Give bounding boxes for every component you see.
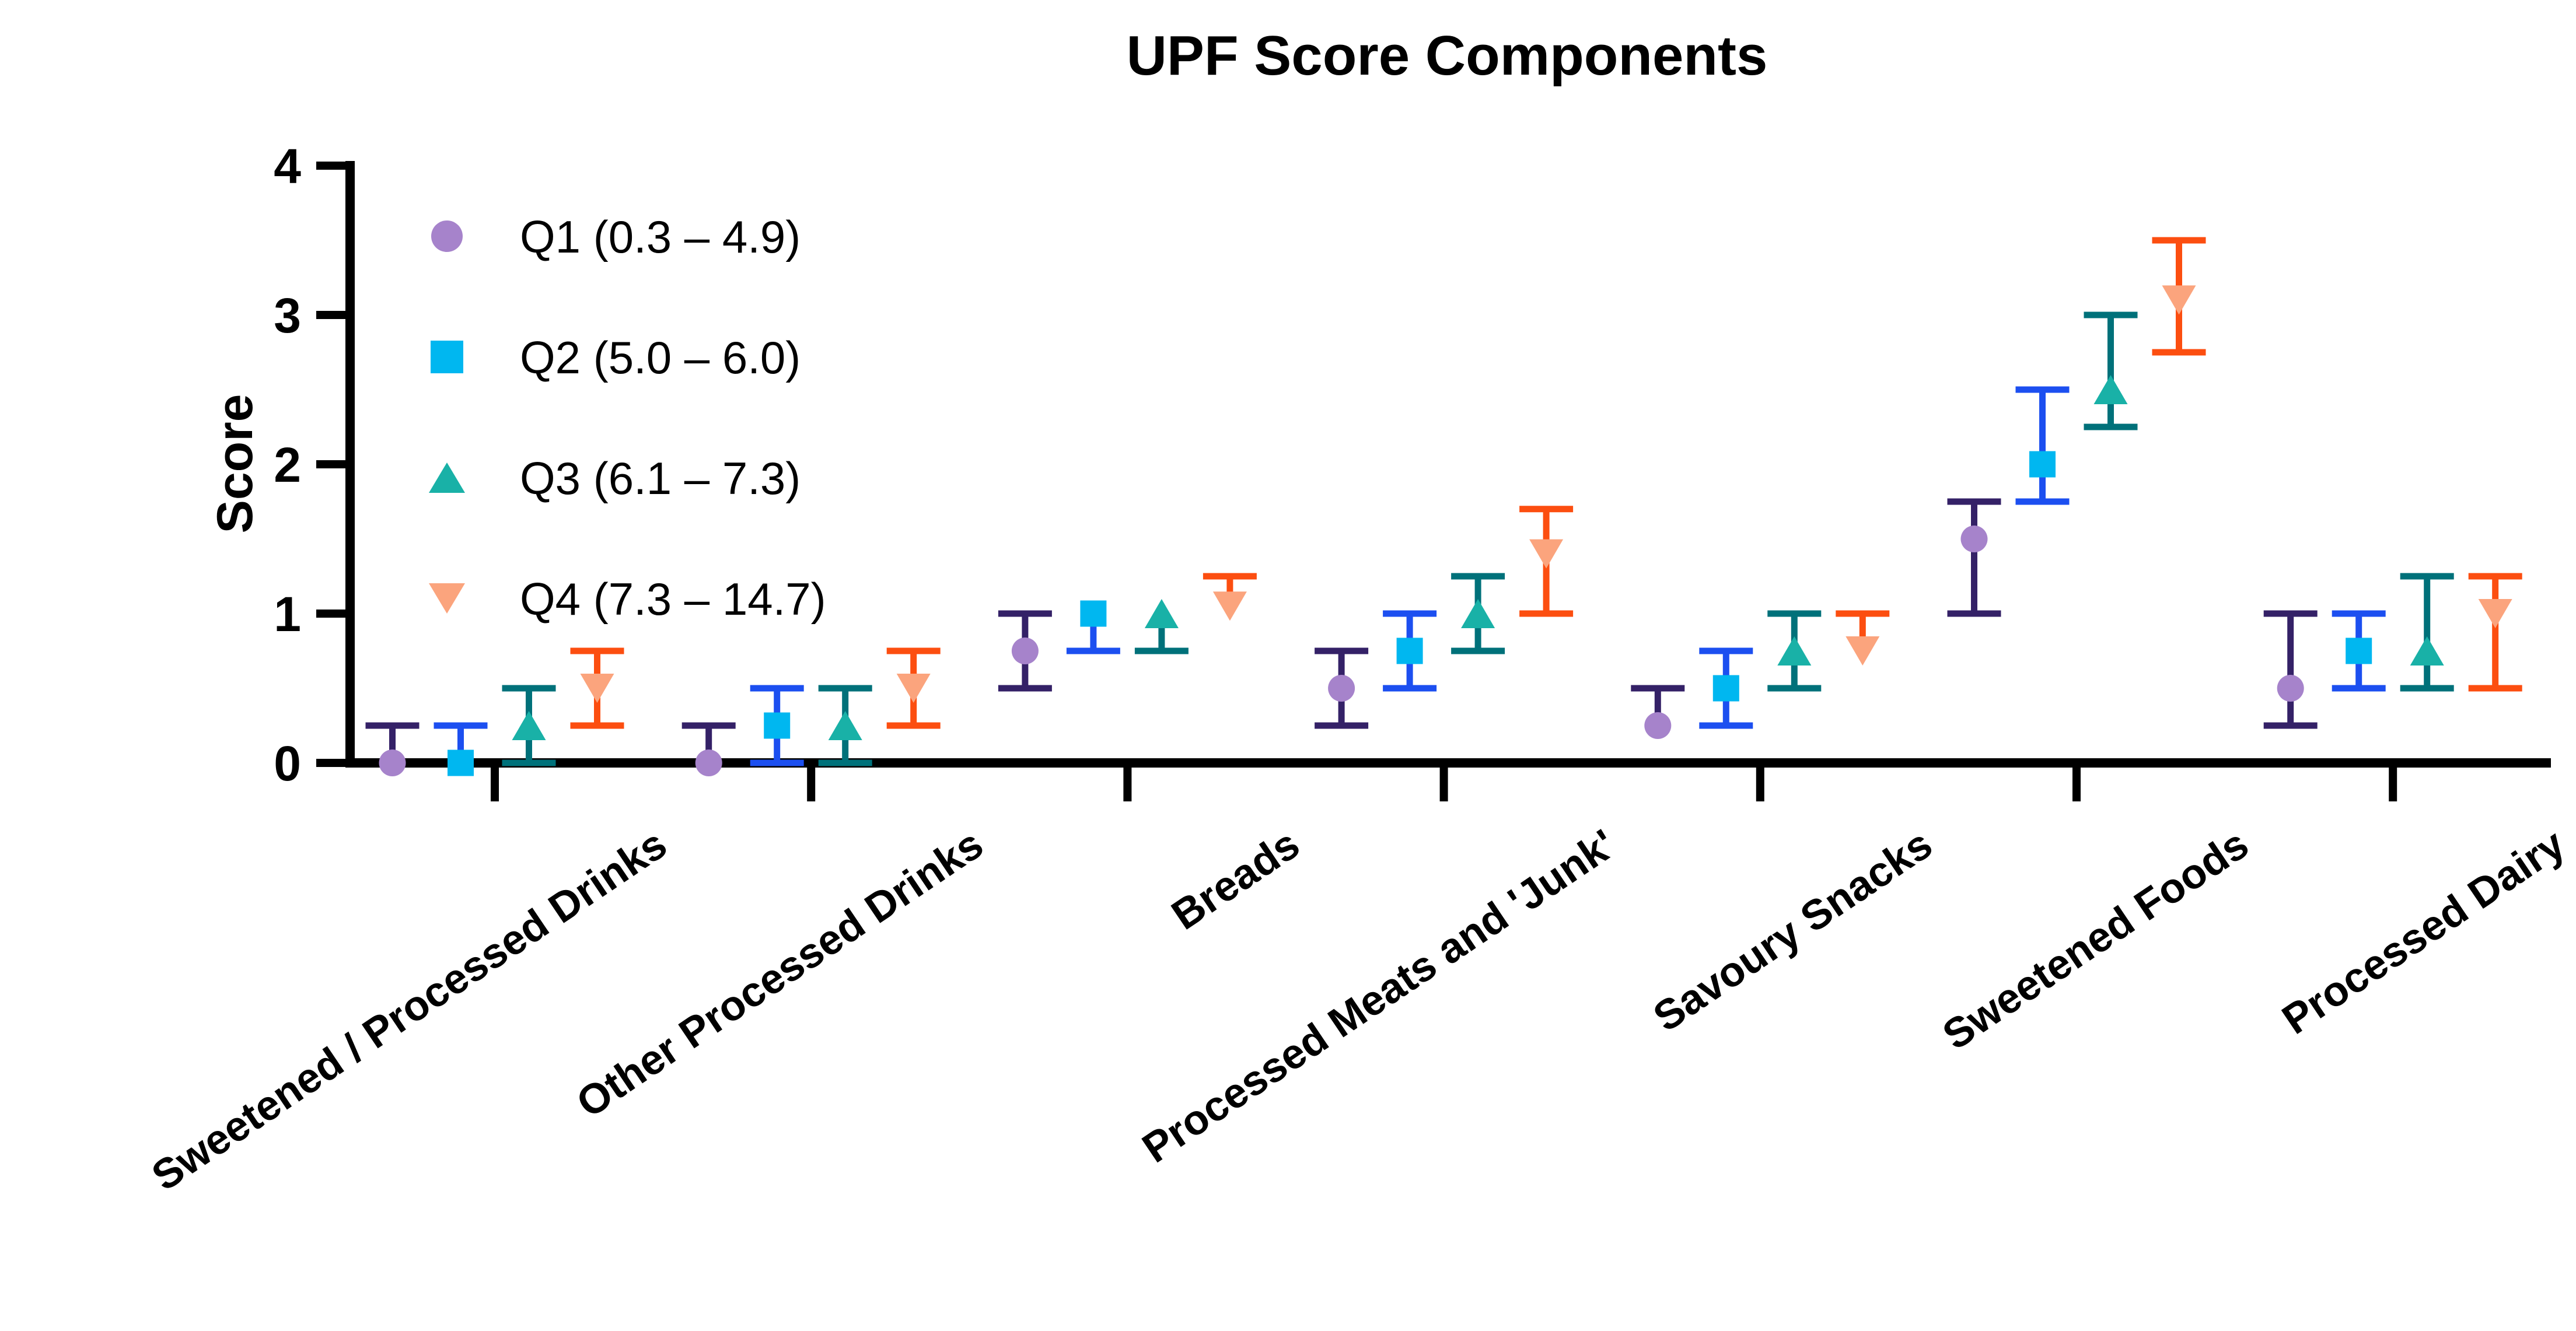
y-tick-label: 4 [274,139,301,194]
point-group-q2-cat1 [750,685,804,766]
y-tick-label: 1 [274,587,301,642]
legend-item-q3: Q3 (6.1 – 7.3) [429,453,801,504]
x-tick-label: Sweetened / Processed Drinks [144,821,675,1200]
legend-item-q2: Q2 (5.0 – 6.0) [431,332,801,383]
marker-q3 [828,711,862,740]
marker-q2 [1712,675,1739,702]
point-group-q1-cat0 [365,722,420,776]
legend-triangle-up-icon [429,463,465,493]
point-group-q2-cat6 [2332,610,2386,692]
legend: Q1 (0.3 – 4.9) Q2 (5.0 – 6.0) Q3 (6.1 – 7.… [429,211,826,625]
legend-label-q4: Q4 (7.3 – 14.7) [520,573,826,625]
marker-q3 [1777,636,1812,666]
marker-q1 [2277,675,2304,702]
point-group-q3-cat6 [2400,573,2454,692]
point-group-q1-cat5 [1947,498,2001,617]
y-axis-label: Score [207,394,263,533]
y-tick-label: 0 [274,736,301,791]
marker-q1 [1960,526,1988,552]
legend-label-q2: Q2 (5.0 – 6.0) [520,332,801,383]
x-tick-label: Savoury Snacks [1645,821,1941,1041]
marker-q1 [695,749,722,776]
point-group-q2-cat5 [2015,386,2070,505]
plot-area [365,237,2522,776]
point-group-q2-cat4 [1699,647,1753,729]
legend-label-q1: Q1 (0.3 – 4.9) [520,211,801,262]
point-group-q3-cat0 [502,685,556,766]
point-group-q3-cat4 [1767,610,1822,692]
x-tick-label: Processed Dairy [2274,821,2574,1043]
marker-q4 [580,674,614,703]
legend-item-q4: Q4 (7.3 – 14.7) [429,573,826,625]
point-group-q2-cat0 [434,722,488,776]
legend-square-icon [431,341,463,373]
chart-title: UPF Score Components [1127,24,1768,87]
legend-label-q3: Q3 (6.1 – 7.3) [520,453,801,504]
marker-q1 [379,749,406,776]
marker-q2 [764,712,791,739]
marker-q2 [2029,451,2056,478]
marker-q4 [896,674,931,703]
marker-q1 [1011,638,1039,664]
point-group-q4-cat4 [1836,610,1890,666]
marker-q3 [2093,375,2128,404]
legend-circle-icon [431,220,463,252]
point-group-q1-cat3 [1315,647,1369,729]
point-group-q3-cat1 [818,685,872,766]
point-group-q4-cat3 [1519,506,1574,617]
point-group-q4-cat0 [570,647,624,729]
marker-q3 [1144,599,1179,628]
marker-q4 [1846,636,1880,666]
marker-q3 [2410,636,2444,666]
marker-q3 [512,711,546,740]
marker-q4 [2478,599,2512,628]
point-group-q4-cat5 [2152,237,2206,356]
point-group-q3-cat3 [1451,573,1505,654]
point-group-q1-cat1 [681,722,736,776]
marker-q2 [1080,600,1107,627]
point-group-q2-cat2 [1066,600,1120,654]
point-group-q4-cat2 [1203,573,1257,621]
y-tick-label: 2 [274,437,301,492]
marker-q2 [448,749,474,776]
x-tick-label: Sweetened Foods [1935,821,2257,1059]
marker-q3 [1461,599,1495,628]
point-group-q3-cat5 [2084,311,2138,430]
point-group-q4-cat6 [2468,573,2522,692]
marker-q4 [2162,285,2196,315]
point-group-q1-cat4 [1631,685,1685,739]
point-group-q4-cat1 [886,647,941,729]
marker-q4 [1529,539,1564,569]
marker-q2 [1396,638,1423,664]
point-group-q2-cat3 [1383,610,1437,692]
marker-q1 [1328,675,1355,702]
marker-q2 [2346,638,2372,664]
marker-q4 [1212,591,1247,621]
x-tick-label: Breads [1163,821,1308,939]
y-tick-label: 3 [274,288,301,343]
legend-item-q1: Q1 (0.3 – 4.9) [431,211,801,262]
point-group-q1-cat2 [998,610,1052,692]
legend-triangle-down-icon [429,583,465,614]
marker-q1 [1644,712,1672,739]
point-group-q3-cat2 [1134,599,1189,654]
point-group-q1-cat6 [2263,610,2318,729]
